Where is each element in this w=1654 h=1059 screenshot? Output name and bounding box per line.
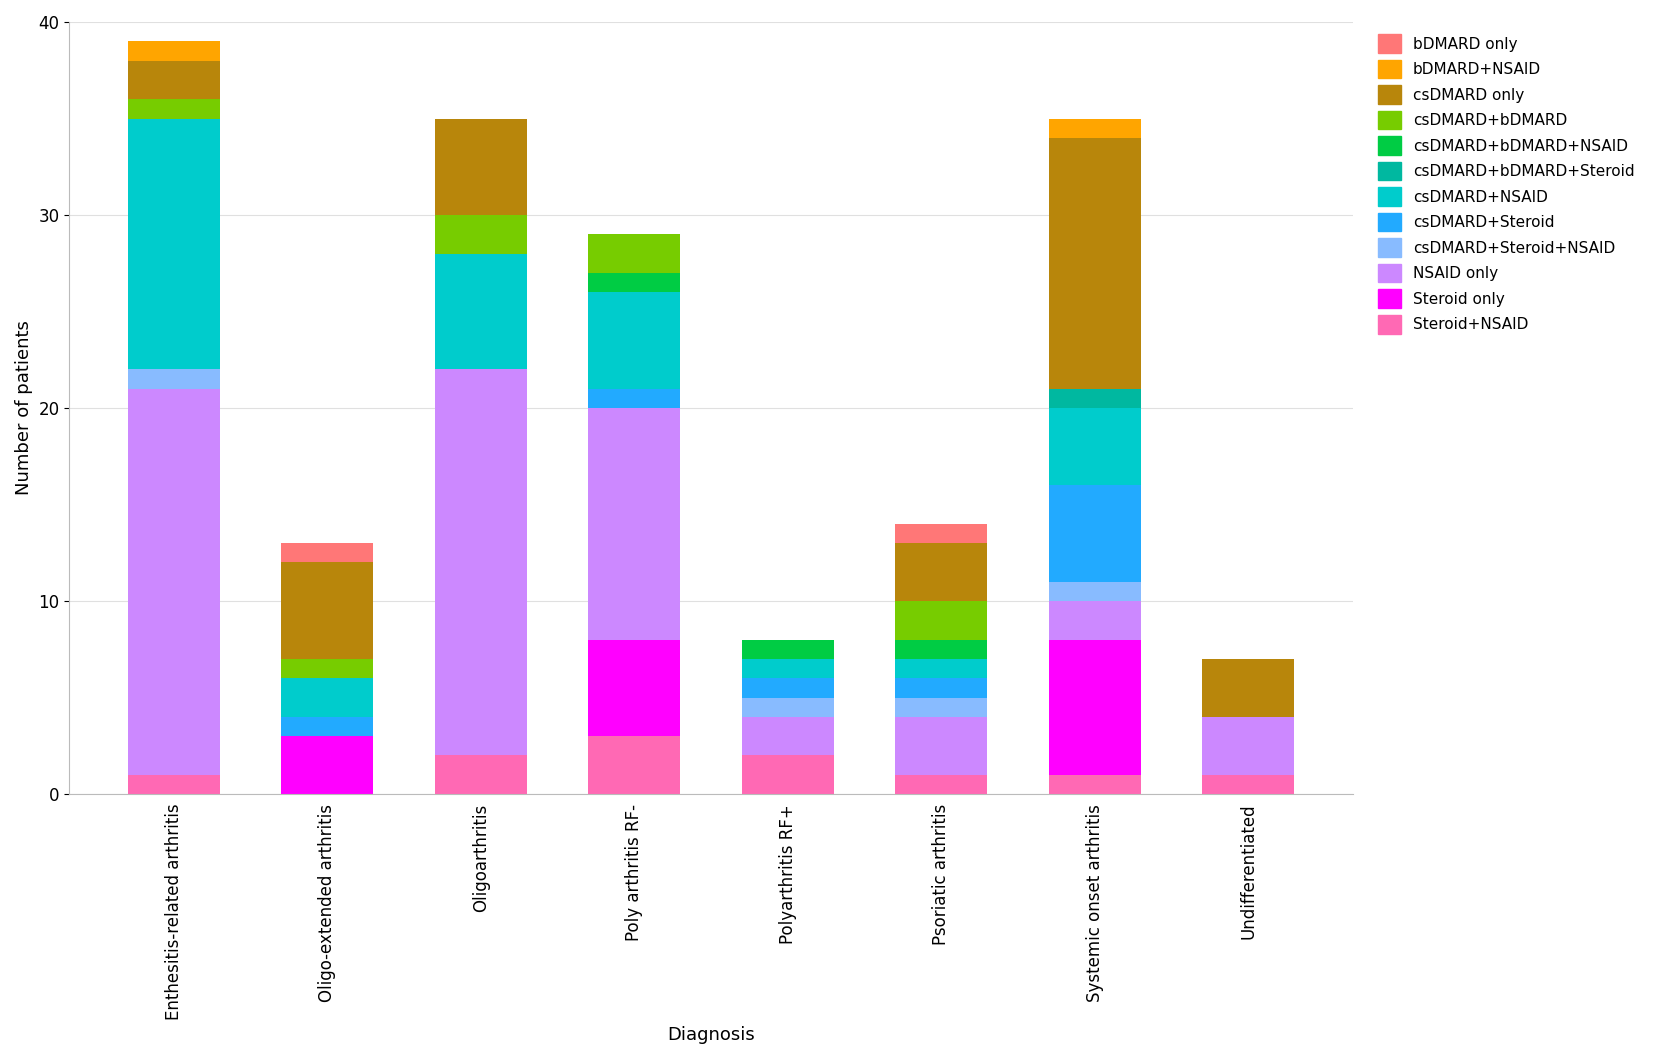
Bar	[1049, 775, 1141, 794]
Bar	[741, 755, 834, 794]
Bar	[1202, 717, 1295, 775]
Bar	[281, 659, 374, 678]
Bar	[1049, 581, 1141, 602]
Bar	[127, 119, 220, 370]
Bar	[281, 543, 374, 562]
Bar	[127, 60, 220, 100]
Bar	[435, 215, 528, 253]
Bar	[895, 524, 987, 543]
Bar	[895, 640, 987, 659]
Bar	[895, 678, 987, 698]
Bar	[895, 543, 987, 602]
Bar	[127, 370, 220, 389]
Bar	[127, 389, 220, 775]
Bar	[741, 640, 834, 659]
Bar	[1202, 659, 1295, 717]
Bar	[435, 253, 528, 370]
Bar	[1049, 602, 1141, 640]
Bar	[589, 234, 680, 273]
Bar	[281, 562, 374, 659]
Bar	[895, 602, 987, 640]
Bar	[741, 659, 834, 678]
Bar	[435, 755, 528, 794]
Bar	[1202, 775, 1295, 794]
Bar	[1049, 640, 1141, 775]
Bar	[741, 678, 834, 698]
Bar	[281, 736, 374, 794]
Bar	[895, 659, 987, 678]
Y-axis label: Number of patients: Number of patients	[15, 321, 33, 496]
Bar	[1049, 138, 1141, 389]
Legend: bDMARD only, bDMARD+NSAID, csDMARD only, csDMARD+bDMARD, csDMARD+bDMARD+NSAID, c: bDMARD only, bDMARD+NSAID, csDMARD only,…	[1373, 30, 1639, 338]
Bar	[435, 119, 528, 215]
Bar	[435, 370, 528, 755]
Bar	[281, 678, 374, 717]
Bar	[895, 698, 987, 717]
Bar	[589, 736, 680, 794]
Bar	[741, 698, 834, 717]
Bar	[1049, 119, 1141, 138]
Bar	[589, 408, 680, 640]
Bar	[589, 640, 680, 736]
Bar	[589, 389, 680, 408]
Bar	[1049, 389, 1141, 408]
Bar	[589, 292, 680, 389]
X-axis label: Diagnosis: Diagnosis	[667, 1026, 754, 1044]
Bar	[1049, 408, 1141, 485]
Bar	[895, 717, 987, 775]
Bar	[895, 775, 987, 794]
Bar	[281, 717, 374, 736]
Bar	[1049, 485, 1141, 581]
Bar	[127, 775, 220, 794]
Bar	[127, 100, 220, 119]
Bar	[589, 273, 680, 292]
Bar	[741, 717, 834, 755]
Bar	[127, 41, 220, 60]
